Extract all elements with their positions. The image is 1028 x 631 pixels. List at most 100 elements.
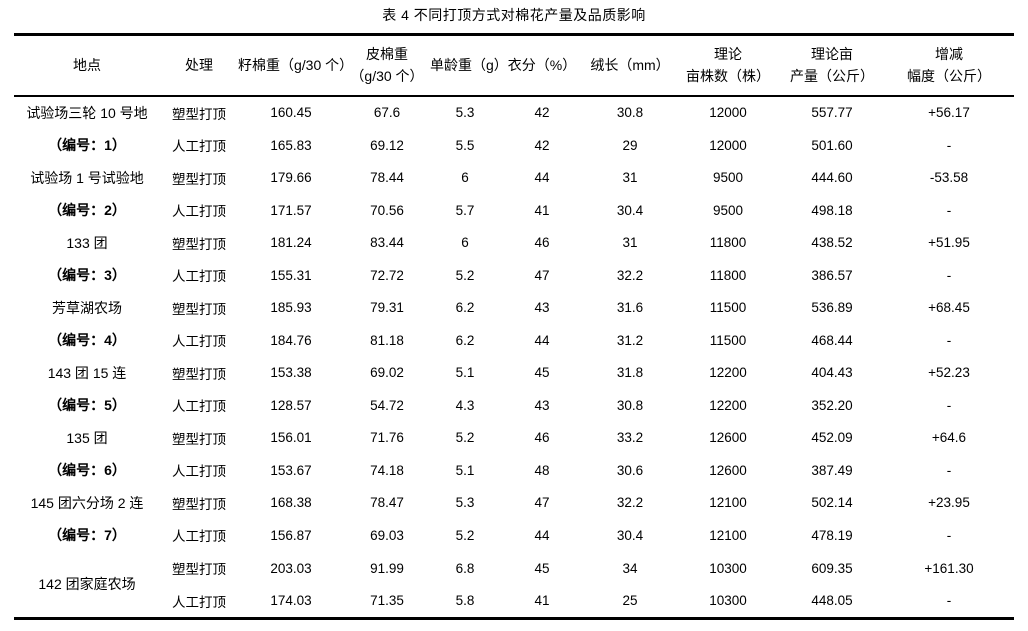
table-row: 人工打顶 155.31 72.72 5.2 47 32.2 11800 386.57 -: [14, 259, 1014, 292]
value-cell: 31: [622, 170, 638, 186]
location-name: 133 团: [66, 234, 108, 251]
value-cell: 33.2: [616, 430, 644, 446]
treatment-cell: 塑型打顶: [172, 301, 226, 317]
value-cell: 30.4: [616, 527, 644, 543]
column-header-7: 理论 亩株数（株）: [676, 34, 780, 97]
value-cell: 79.31: [370, 300, 404, 316]
value-cell: 91.99: [370, 560, 404, 576]
treatment-cell: 塑型打顶: [172, 366, 226, 382]
table-row: 人工打顶 128.57 54.72 4.3 43 30.8 12200 352.20 -: [14, 389, 1014, 422]
value-cell: 5.2: [455, 267, 475, 283]
value-cell: 174.03: [270, 593, 312, 609]
column-header-5: 衣分（%）: [500, 34, 584, 97]
value-cell: 45: [534, 365, 550, 381]
value-cell: 468.44: [811, 332, 853, 348]
value-cell: 5.2: [455, 527, 475, 543]
location-code: （编号：7）: [48, 527, 126, 543]
table-row: 143 团 15 连 （编号：5） 塑型打顶 153.38 69.02 5.1 45 31.8…: [14, 357, 1014, 414]
value-cell: 11500: [709, 332, 747, 348]
value-cell: -: [946, 527, 952, 543]
value-cell: +23.95: [928, 495, 970, 511]
table-row: 试验场 1 号试验地 （编号：2） 塑型打顶 179.66 78.44 6 44 31 9500…: [14, 162, 1014, 219]
value-cell: 4.3: [455, 397, 475, 413]
location-cell: 143 团 15 连 （编号：5）: [14, 357, 160, 422]
treatment-cell: 人工打顶: [172, 594, 226, 610]
column-header-line: 亩株数（株）: [686, 68, 770, 85]
location-name: 芳草湖农场: [52, 299, 122, 316]
value-cell: 438.52: [811, 235, 853, 251]
value-cell: 70.56: [370, 202, 404, 218]
table-row: 人工打顶 165.83 69.12 5.5 42 29 12000 501.60 -: [14, 129, 1014, 162]
value-cell: 12000: [709, 105, 747, 120]
value-cell: 29: [622, 137, 638, 153]
value-cell: -: [946, 332, 952, 348]
column-header-line: 地点: [73, 57, 101, 74]
value-cell: -: [946, 267, 952, 283]
table-row: 人工打顶 156.87 69.03 5.2 44 30.4 12100 478.19 -: [14, 519, 1014, 552]
table-row: 145 团六分场 2 连 （编号：7） 塑型打顶 168.38 78.47 5.3 47 32…: [14, 487, 1014, 544]
value-cell: 9500: [712, 170, 744, 186]
value-cell: 5.7: [455, 202, 475, 218]
value-cell: 128.57: [270, 397, 312, 413]
column-header-1: 处理: [160, 34, 238, 97]
value-cell: 5.3: [455, 105, 475, 120]
value-cell: 6: [461, 235, 469, 251]
location-code: （编号：3）: [48, 267, 126, 283]
value-cell: -: [946, 593, 952, 609]
column-header-line: 处理: [185, 57, 213, 74]
column-header-line: 幅度（公斤）: [907, 68, 991, 85]
location-cell: 133 团 （编号：3）: [14, 227, 160, 292]
value-cell: 12100: [709, 495, 747, 511]
value-cell: 448.05: [811, 593, 853, 609]
column-header-2: 籽棉重（g/30 个）: [238, 34, 353, 97]
value-cell: 5.5: [455, 137, 475, 153]
value-cell: 171.57: [270, 202, 312, 218]
table-row: 135 团 （编号：6） 塑型打顶 156.01 71.76 5.2 46 33.2 12600…: [14, 422, 1014, 479]
value-cell: 78.44: [370, 170, 404, 186]
value-cell: 42: [534, 137, 550, 153]
location-code: （编号：4）: [48, 332, 126, 348]
value-cell: 179.66: [270, 170, 312, 186]
value-cell: 386.57: [811, 267, 853, 283]
value-cell: 168.38: [270, 495, 312, 511]
value-cell: 30.8: [616, 397, 644, 413]
value-cell: 41: [534, 202, 550, 218]
value-cell: 32.2: [616, 495, 644, 511]
location-name: 143 团 15 连: [47, 364, 127, 381]
table-row: 133 团 （编号：3） 塑型打顶 181.24 83.44 6 46 31 11800 438.…: [14, 227, 1014, 284]
location-code: （编号：1）: [48, 137, 126, 153]
data-table: 地点 处理 籽棉重（g/30 个） 皮棉重 （g/30 个） 单龄重（g） 衣分（%） 绒长（…: [14, 33, 1014, 620]
value-cell: 557.77: [811, 105, 853, 120]
treatment-cell: 塑型打顶: [172, 431, 226, 447]
value-cell: 12200: [709, 365, 747, 381]
value-cell: 31.6: [616, 300, 644, 316]
value-cell: 69.03: [370, 527, 404, 543]
value-cell: 404.43: [811, 365, 853, 381]
value-cell: 153.67: [270, 462, 312, 478]
column-header-line: 产量（公斤）: [790, 68, 874, 85]
value-cell: 609.35: [811, 560, 853, 576]
value-cell: 11500: [709, 300, 747, 316]
column-header-line: 衣分（%）: [507, 57, 577, 74]
value-cell: 501.60: [811, 137, 853, 153]
location-name: 试验场三轮 10 号地: [26, 104, 148, 121]
value-cell: 34: [622, 560, 638, 576]
value-cell: 31.2: [616, 332, 644, 348]
value-cell: 181.24: [270, 235, 312, 251]
value-cell: 156.01: [270, 430, 312, 446]
value-cell: 32.2: [616, 267, 644, 283]
value-cell: 69.12: [370, 137, 404, 153]
treatment-cell: 塑型打顶: [172, 106, 226, 122]
value-cell: 30.4: [616, 202, 644, 218]
value-cell: 12000: [709, 137, 747, 153]
treatment-cell: 人工打顶: [172, 204, 226, 220]
value-cell: 6.2: [455, 332, 475, 348]
value-cell: 43: [534, 397, 550, 413]
table-row: 芳草湖农场 （编号：4） 塑型打顶 185.93 79.31 6.2 43 31.6 11500…: [14, 292, 1014, 349]
value-cell: -: [946, 462, 952, 478]
value-cell: +56.17: [928, 105, 970, 120]
treatment-cell: 塑型打顶: [172, 496, 226, 512]
column-header-6: 绒长（mm）: [584, 34, 676, 97]
location-code: （编号：5）: [48, 397, 126, 413]
value-cell: 155.31: [270, 267, 312, 283]
